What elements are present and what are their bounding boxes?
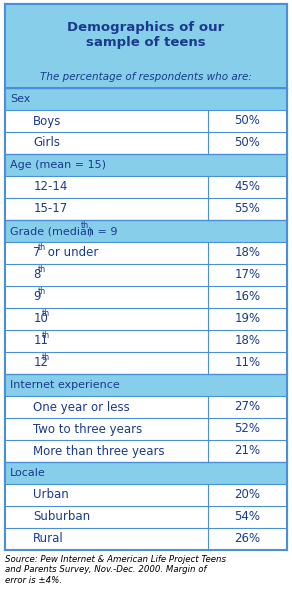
- Text: 16%: 16%: [234, 291, 260, 303]
- Bar: [5, 396, 287, 418]
- Text: 26%: 26%: [234, 533, 260, 546]
- Text: Grade (median = 9: Grade (median = 9: [10, 226, 117, 236]
- Text: 52%: 52%: [234, 423, 260, 435]
- Text: Sex: Sex: [10, 94, 30, 104]
- Text: or under: or under: [44, 247, 99, 260]
- Text: Two to three years: Two to three years: [33, 423, 142, 435]
- Text: 20%: 20%: [234, 488, 260, 501]
- Bar: [5, 88, 287, 110]
- Text: 50%: 50%: [234, 115, 260, 128]
- Bar: [5, 4, 287, 66]
- Bar: [5, 176, 287, 198]
- Text: Urban: Urban: [33, 488, 69, 501]
- Text: 17%: 17%: [234, 269, 260, 282]
- Text: ): ): [87, 226, 91, 236]
- Text: 11%: 11%: [234, 356, 260, 370]
- Text: Age (mean = 15): Age (mean = 15): [10, 160, 106, 170]
- Text: 15-17: 15-17: [33, 202, 67, 216]
- Text: Internet experience: Internet experience: [10, 380, 120, 390]
- Text: The percentage of respondents who are:: The percentage of respondents who are:: [40, 72, 252, 82]
- Text: 50%: 50%: [234, 137, 260, 149]
- Bar: [5, 132, 287, 154]
- Bar: [5, 308, 287, 330]
- Bar: [5, 154, 287, 176]
- Bar: [5, 110, 287, 132]
- Text: 12: 12: [33, 356, 48, 370]
- Text: 10: 10: [33, 312, 48, 325]
- Text: th: th: [42, 331, 50, 340]
- Bar: [5, 66, 287, 88]
- Text: 55%: 55%: [234, 202, 260, 216]
- Text: 11: 11: [33, 334, 48, 347]
- Bar: [5, 242, 287, 264]
- Text: 19%: 19%: [234, 312, 260, 325]
- Text: Demographics of our
sample of teens: Demographics of our sample of teens: [67, 21, 225, 49]
- Text: 27%: 27%: [234, 401, 260, 414]
- Text: Boys: Boys: [33, 115, 62, 128]
- Text: Rural: Rural: [33, 533, 64, 546]
- Text: Source: Pew Internet & American Life Project Teens
and Parents Survey, Nov.-Dec.: Source: Pew Internet & American Life Pro…: [5, 555, 226, 585]
- Bar: [5, 286, 287, 308]
- Text: Locale: Locale: [10, 468, 46, 478]
- Bar: [5, 374, 287, 396]
- Text: th: th: [38, 287, 46, 296]
- Bar: [5, 484, 287, 506]
- Text: 45%: 45%: [234, 180, 260, 193]
- Text: Girls: Girls: [33, 137, 60, 149]
- Text: 8: 8: [33, 269, 41, 282]
- Bar: [5, 528, 287, 550]
- Text: 54%: 54%: [234, 510, 260, 524]
- Text: th: th: [42, 353, 50, 362]
- Bar: [5, 264, 287, 286]
- Text: th: th: [38, 244, 46, 253]
- Bar: [5, 198, 287, 220]
- Text: 18%: 18%: [234, 247, 260, 260]
- Bar: [5, 418, 287, 440]
- Text: 12-14: 12-14: [33, 180, 67, 193]
- Text: 7: 7: [33, 247, 41, 260]
- Text: One year or less: One year or less: [33, 401, 130, 414]
- Text: 21%: 21%: [234, 445, 260, 457]
- Text: th: th: [38, 265, 46, 274]
- Bar: [5, 506, 287, 528]
- Text: th: th: [42, 309, 50, 318]
- Bar: [5, 352, 287, 374]
- Text: 18%: 18%: [234, 334, 260, 347]
- Text: More than three years: More than three years: [33, 445, 165, 457]
- Text: 9: 9: [33, 291, 41, 303]
- Text: th: th: [81, 221, 89, 230]
- Text: Suburban: Suburban: [33, 510, 90, 524]
- Bar: [5, 220, 287, 242]
- Bar: [5, 330, 287, 352]
- Bar: [5, 440, 287, 462]
- Bar: [5, 462, 287, 484]
